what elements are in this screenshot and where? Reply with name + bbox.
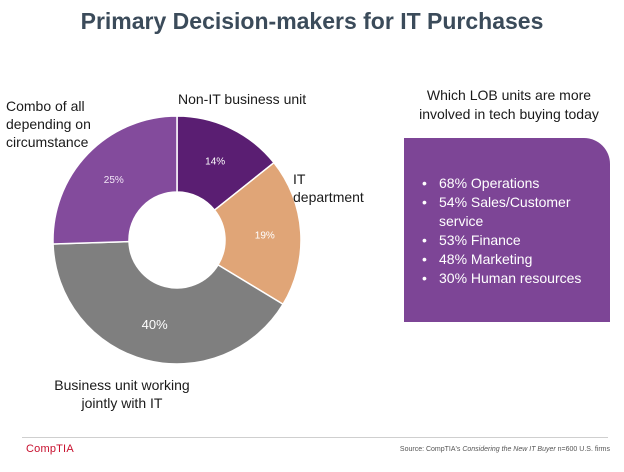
lob-list: 68% Operations 54% Sales/Customer servic… xyxy=(422,174,602,288)
footer-divider xyxy=(22,437,608,438)
label-it-department: IT department xyxy=(293,170,364,206)
label-bu-line1: Business unit working xyxy=(54,377,190,393)
lob-item-operations: 68% Operations xyxy=(422,174,602,193)
label-combo-line3: circumstance xyxy=(6,134,89,150)
label-it-line2: department xyxy=(293,189,364,205)
lob-list-box: 68% Operations 54% Sales/Customer servic… xyxy=(404,138,610,322)
label-combo-line1: Combo of all xyxy=(6,98,85,114)
label-bu-line2: jointly with IT xyxy=(81,395,163,411)
comptia-logo: CompTIA xyxy=(26,443,74,455)
lob-heading: Which LOB units are more involved in tec… xyxy=(398,86,620,124)
source-prefix: Source: CompTIA's xyxy=(399,446,463,453)
source-suffix: n=600 U.S. firms xyxy=(555,446,610,453)
donut-value-label: 14% xyxy=(205,157,225,168)
lob-item-marketing: 48% Marketing xyxy=(422,250,602,269)
donut-value-label: 25% xyxy=(104,175,124,186)
chart-title: Primary Decision-makers for IT Purchases xyxy=(80,8,544,34)
donut-slice-combo-of-all-depending-on-circumstance xyxy=(52,115,178,245)
label-business-unit-jointly: Business unit working jointly with IT xyxy=(22,376,222,412)
label-combo-of-all: Combo of all depending on circumstance xyxy=(6,97,91,151)
donut-slice-business-unit-working-jointly-with-it xyxy=(52,240,285,365)
donut-slice-it-department xyxy=(213,161,302,306)
label-combo-line2: depending on xyxy=(6,116,91,132)
donut-value-label: 19% xyxy=(255,230,275,241)
donut-value-label: 40% xyxy=(142,317,168,332)
source-note: Source: CompTIA's Considering the New IT… xyxy=(400,446,610,453)
label-non-it-business-unit: Non-IT business unit xyxy=(178,91,307,107)
lob-heading-line2: involved in tech buying today xyxy=(419,106,599,122)
lob-item-sales-customer-service: 54% Sales/Customer service xyxy=(422,193,602,231)
label-it-line1: IT xyxy=(293,171,306,187)
lob-item-finance: 53% Finance xyxy=(422,231,602,250)
lob-item-human-resources: 30% Human resources xyxy=(422,269,602,288)
source-title: Considering the New IT Buyer xyxy=(462,446,556,453)
lob-heading-line1: Which LOB units are more xyxy=(426,87,592,103)
